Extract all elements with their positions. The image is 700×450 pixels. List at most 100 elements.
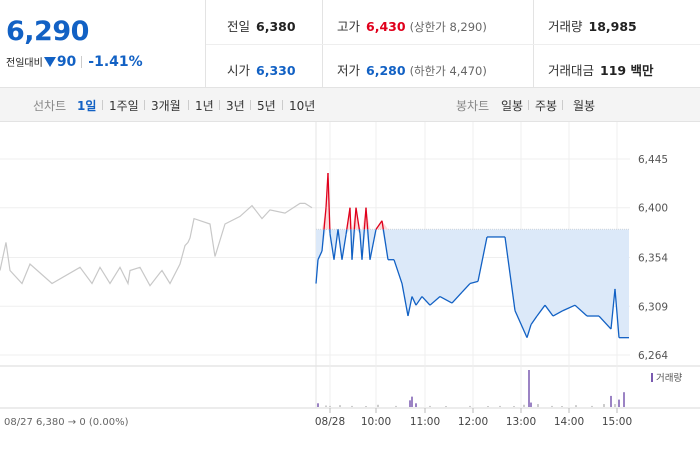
change-label: 전일대비 <box>6 58 43 69</box>
volume-bar <box>618 399 620 407</box>
volume-bar <box>469 405 471 407</box>
candle-chart-label: 봉차트 <box>456 99 490 113</box>
divider <box>562 100 563 110</box>
x-tick-label: 15:00 <box>602 416 632 428</box>
line-chart-label: 선차트 <box>33 99 67 113</box>
price-line-segment <box>359 233 363 260</box>
price-line-segment <box>323 207 327 230</box>
price-line-segment <box>610 288 616 330</box>
price-line-segment <box>317 250 323 260</box>
divider <box>206 44 700 45</box>
fall-area <box>316 229 629 338</box>
x-tick-label: 11:00 <box>410 416 440 428</box>
volume-bar <box>395 405 397 407</box>
y-tick-label: 6,354 <box>638 253 668 265</box>
price-line-segment <box>461 283 471 293</box>
x-tick-label: 08/28 <box>315 416 345 428</box>
price-line-segment <box>321 229 325 252</box>
upper-limit: (상한가 8,290) <box>409 20 487 34</box>
price-line-segment <box>367 229 371 260</box>
price-line-segment <box>614 288 620 338</box>
x-tick-label: 10:00 <box>361 416 391 428</box>
price-line-segment <box>411 296 417 306</box>
volume-bar <box>411 396 413 407</box>
x-tick-label: 13:00 <box>506 416 536 428</box>
divider <box>219 100 220 110</box>
divider <box>102 100 103 110</box>
price-line-segment <box>401 283 409 317</box>
volume-bar <box>445 406 447 407</box>
price-line-segment <box>315 259 319 284</box>
price-line-segment <box>415 296 423 306</box>
price-line-segment <box>361 229 365 260</box>
volume-legend-label: 거래량 <box>656 372 682 384</box>
divider <box>81 56 83 68</box>
divider <box>250 100 251 110</box>
price-line-segment <box>349 207 352 230</box>
volume-chart: 거래량 <box>317 370 682 407</box>
down-arrow-icon <box>43 57 56 67</box>
price-line-segment <box>514 310 528 338</box>
high-value: 6,430 <box>366 19 406 34</box>
price-line-segment <box>552 310 564 317</box>
volume-label: 거래량 <box>548 19 583 34</box>
lower-limit: (하한가 4,470) <box>409 64 487 78</box>
price-line-segment <box>327 173 331 230</box>
price-line-segment <box>355 207 360 230</box>
price-line-segment <box>345 229 348 235</box>
current-price: 6,290 <box>6 16 89 47</box>
price-line-segment <box>421 296 431 306</box>
volume-bar <box>325 405 327 407</box>
price-line-segment <box>358 229 361 234</box>
price-line-segment <box>477 236 488 282</box>
price-line-segment <box>451 291 463 304</box>
tab-daily-candle[interactable]: 일봉 <box>501 99 524 113</box>
price-line-segment <box>333 229 339 260</box>
volume-bar <box>339 405 341 407</box>
tab-weekly-candle[interactable]: 주봉 <box>535 99 558 113</box>
tab-1-day[interactable]: 1일 <box>77 99 97 113</box>
trade-amount-label: 거래대금 <box>548 63 595 78</box>
trade-amount-value: 119 백만 <box>600 63 654 78</box>
previous-day-info: 08/27 6,380 → 0 (0.00%) <box>4 417 129 428</box>
low-value: 6,280 <box>366 63 406 78</box>
price-line-segment <box>439 295 453 304</box>
tab-5-years[interactable]: 5년 <box>257 99 276 113</box>
open-value: 6,330 <box>256 63 296 78</box>
volume-bar <box>614 404 616 407</box>
tab-1-year[interactable]: 1년 <box>195 99 214 113</box>
tab-1-week[interactable]: 1주일 <box>109 99 139 113</box>
x-tick-label: 14:00 <box>554 416 584 428</box>
prev-close-label: 전일 <box>227 19 251 34</box>
price-line-segment <box>381 220 384 230</box>
tab-3-months[interactable]: 3개월 <box>151 99 181 113</box>
volume-value: 18,985 <box>588 19 637 34</box>
volume-legend-swatch <box>651 373 653 382</box>
tab-3-years[interactable]: 3년 <box>226 99 245 113</box>
change-row: 전일대비 90 -1.41% <box>6 54 143 70</box>
volume-bar <box>499 405 501 407</box>
volume-bar <box>575 405 577 407</box>
price-line-segment <box>365 207 369 230</box>
price-line-segment <box>544 304 554 317</box>
intraday-price-chart: 6,445 6,400 6,354 6,309 6,264 08/28 10:00 11:00… <box>0 122 700 428</box>
chart-tab-bar: 선차트 1일 1주일 3개월 1년 3년 5년 10년 봉차트 일봉 주봉 월봉 <box>0 88 700 122</box>
chart-lines <box>0 173 629 339</box>
volume-bar <box>523 404 525 407</box>
volume-bar <box>623 392 625 407</box>
y-tick-label: 6,264 <box>638 350 668 362</box>
volume-bar <box>317 403 319 407</box>
price-line-segment <box>382 229 389 260</box>
quote-panel: 6,290 전일대비 90 -1.41% 전일 6,380 시가 6,330 고가 6,4… <box>0 0 700 88</box>
volume-bar <box>551 405 553 407</box>
price-line-segment <box>369 229 377 260</box>
x-tick-label: 12:00 <box>458 416 488 428</box>
volume-bar <box>591 405 593 407</box>
tab-10-years[interactable]: 10년 <box>289 99 316 113</box>
tab-monthly-candle[interactable]: 월봉 <box>573 99 596 113</box>
price-line-segment <box>341 234 347 260</box>
price-line-segment <box>337 229 343 260</box>
volume-bar <box>537 404 539 407</box>
volume-bar <box>528 370 530 407</box>
volume-bar <box>409 400 411 407</box>
